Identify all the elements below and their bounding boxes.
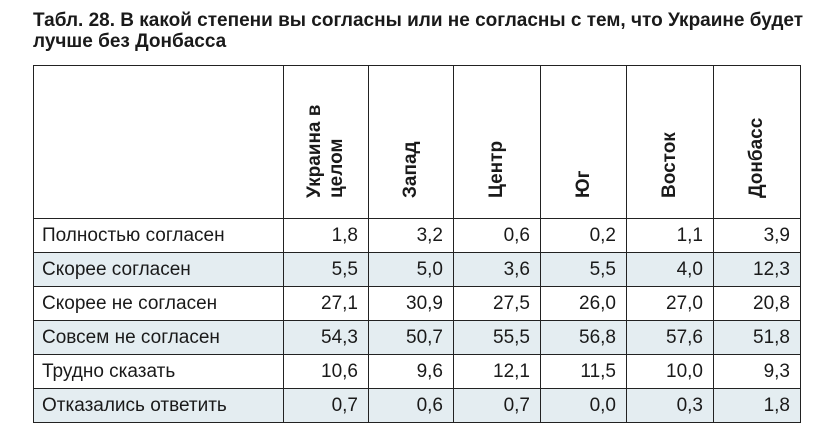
row-label: Полностью согласен <box>33 218 284 253</box>
cell-value: 0,7 <box>283 388 369 423</box>
row-label: Совсем не согласен <box>33 320 284 355</box>
cell-value: 12,3 <box>713 252 801 287</box>
corner-cell <box>33 65 284 219</box>
column-header: Украина в целом <box>283 65 369 219</box>
cell-value: 55,5 <box>453 320 541 355</box>
row-label: Отказались ответить <box>33 388 284 423</box>
cell-value: 0,7 <box>453 388 541 423</box>
column-header: Центр <box>453 65 541 219</box>
column-header-text: Юг <box>572 170 594 198</box>
data-table: Украина в целом Запад Центр Юг Восток Донбасс… <box>33 65 801 423</box>
cell-value: 10,6 <box>283 354 369 389</box>
column-header-text: Донбасс <box>746 117 767 198</box>
cell-value: 3,6 <box>453 252 541 287</box>
cell-value: 0,6 <box>368 388 454 423</box>
column-header-text: Восток <box>659 132 680 198</box>
column-header-text: Украина в целом <box>304 104 347 198</box>
row-label: Трудно сказать <box>33 354 284 389</box>
cell-value: 0,2 <box>540 218 627 253</box>
cell-value: 12,1 <box>453 354 541 389</box>
cell-value: 20,8 <box>713 286 801 321</box>
cell-value: 26,0 <box>540 286 627 321</box>
cell-value: 1,1 <box>626 218 714 253</box>
cell-value: 30,9 <box>368 286 454 321</box>
cell-value: 3,9 <box>713 218 801 253</box>
table-row: Совсем не согласен 54,3 50,7 55,5 56,8 57,6 51… <box>33 320 801 355</box>
column-header: Запад <box>368 65 454 219</box>
cell-value: 5,5 <box>283 252 369 287</box>
cell-value: 9,6 <box>368 354 454 389</box>
row-label: Скорее согласен <box>33 252 284 287</box>
table-title: Табл. 28. В какой степени вы согласны ил… <box>33 10 804 52</box>
cell-value: 0,6 <box>453 218 541 253</box>
table-row: Полностью согласен 1,8 3,2 0,6 0,2 1,1 3,9 <box>33 218 801 253</box>
cell-value: 27,0 <box>626 286 714 321</box>
row-label: Скорее не согласен <box>33 286 284 321</box>
cell-value: 51,8 <box>713 320 801 355</box>
cell-value: 57,6 <box>626 320 714 355</box>
cell-value: 50,7 <box>368 320 454 355</box>
cell-value: 56,8 <box>540 320 627 355</box>
cell-value: 3,2 <box>368 218 454 253</box>
column-header-text: Запад <box>400 141 421 198</box>
cell-value: 0,3 <box>626 388 714 423</box>
column-header: Донбасс <box>713 65 801 219</box>
cell-value: 5,5 <box>540 252 627 287</box>
table-row: Трудно сказать 10,6 9,6 12,1 11,5 10,0 9,3 <box>33 354 801 389</box>
cell-value: 5,0 <box>368 252 454 287</box>
cell-value: 1,8 <box>283 218 369 253</box>
table-row: Скорее согласен 5,5 5,0 3,6 5,5 4,0 12,3 <box>33 252 801 287</box>
cell-value: 11,5 <box>540 354 627 389</box>
cell-value: 1,8 <box>713 388 801 423</box>
table-row: Скорее не согласен 27,1 30,9 27,5 26,0 27,0 20… <box>33 286 801 321</box>
cell-value: 27,1 <box>283 286 369 321</box>
column-header: Восток <box>626 65 714 219</box>
cell-value: 9,3 <box>713 354 801 389</box>
cell-value: 54,3 <box>283 320 369 355</box>
cell-value: 4,0 <box>626 252 714 287</box>
column-header-text: Центр <box>486 140 507 198</box>
table-row: Отказались ответить 0,7 0,6 0,7 0,0 0,3 1,8 <box>33 388 801 423</box>
header-row: Украина в целом Запад Центр Юг Восток Донбасс <box>33 65 801 219</box>
column-header: Юг <box>540 65 627 219</box>
cell-value: 27,5 <box>453 286 541 321</box>
cell-value: 10,0 <box>626 354 714 389</box>
cell-value: 0,0 <box>540 388 627 423</box>
